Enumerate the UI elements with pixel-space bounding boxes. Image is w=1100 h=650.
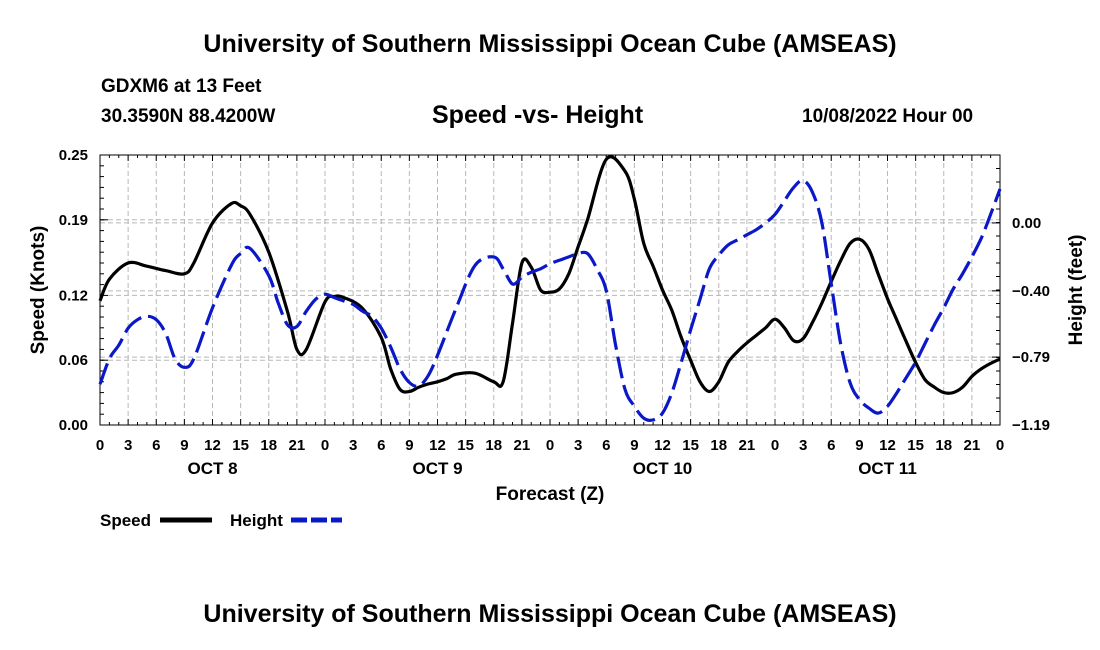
day-label: OCT 11	[858, 459, 917, 478]
footer-title: University of Southern Mississippi Ocean…	[203, 600, 897, 628]
x-tick-label: 15	[682, 437, 699, 454]
x-tick-label: 15	[232, 437, 249, 454]
x-tick-label: 21	[964, 437, 981, 454]
x-tick-label: 6	[827, 437, 835, 454]
x-tick-label: 18	[935, 437, 952, 454]
x-tick-label: 12	[429, 437, 446, 454]
x-tick-label: 3	[574, 437, 582, 454]
x-tick-label: 9	[630, 437, 638, 454]
y-tick-label: 0.25	[59, 147, 88, 164]
y-tick-label: 0.06	[59, 352, 88, 369]
main-title: University of Southern Mississippi Ocean…	[203, 30, 897, 58]
x-tick-label: 9	[405, 437, 413, 454]
x-tick-label: 15	[907, 437, 924, 454]
x-tick-label: 0	[546, 437, 554, 454]
y-axis-title: Speed (Knots)	[28, 226, 49, 355]
series-line-speed	[98, 155, 1001, 395]
legend-label-speed: Speed	[100, 511, 151, 530]
grid-lines	[99, 154, 1001, 426]
x-tick-label: 6	[602, 437, 610, 454]
x-tick-label: 21	[739, 437, 756, 454]
x-tick-label: 3	[799, 437, 807, 454]
x-tick-label: 6	[377, 437, 385, 454]
x-axis-title: Forecast (Z)	[496, 484, 605, 505]
axis-labels: 0 3 6 9 12 15 18 21 0 3 6 9 12 15 18 21 0 3 6 9 12 15 18 21 0 3 6 9…	[59, 147, 1050, 478]
x-tick-label: 0	[96, 437, 104, 454]
x-tick-label: 18	[485, 437, 502, 454]
station-label: GDXM6 at 13 Feet	[101, 76, 262, 97]
y2-tick-label: −1.19	[1012, 417, 1050, 434]
x-tick-label: 9	[855, 437, 863, 454]
series-lines	[98, 155, 1002, 422]
coordinates-label: 30.3590N 88.4200W	[101, 106, 276, 127]
x-tick-label: 6	[152, 437, 160, 454]
x-tick-label: 0	[321, 437, 329, 454]
x-tick-label: 0	[996, 437, 1004, 454]
x-tick-label: 9	[180, 437, 188, 454]
series-line-height	[98, 178, 1002, 422]
x-tick-label: 21	[289, 437, 306, 454]
y-tick-label: 0.19	[59, 212, 88, 229]
x-tick-label: 3	[124, 437, 132, 454]
y-tick-label: 0.12	[59, 287, 88, 304]
day-label: OCT 10	[633, 459, 693, 478]
x-tick-label: 15	[457, 437, 474, 454]
x-tick-label: 18	[260, 437, 277, 454]
x-tick-label: 12	[654, 437, 671, 454]
legend-label-height: Height	[230, 511, 283, 530]
x-tick-label: 12	[204, 437, 221, 454]
x-tick-label: 3	[349, 437, 357, 454]
chart-subtitle: Speed -vs- Height	[432, 101, 644, 129]
y-tick-label: 0.00	[59, 417, 88, 434]
day-label: OCT 9	[412, 459, 462, 478]
x-tick-label: 18	[710, 437, 727, 454]
y2-tick-label: 0.00	[1012, 215, 1041, 232]
legend: Speed Height	[100, 511, 342, 530]
x-tick-label: 12	[879, 437, 896, 454]
forecast-datetime: 10/08/2022 Hour 00	[802, 106, 974, 127]
day-label: OCT 8	[187, 459, 237, 478]
y2-tick-label: −0.79	[1012, 349, 1050, 366]
y2-axis-title: Height (feet)	[1066, 235, 1087, 346]
x-tick-label: 21	[514, 437, 531, 454]
y2-tick-label: −0.40	[1012, 283, 1050, 300]
x-tick-label: 0	[771, 437, 779, 454]
